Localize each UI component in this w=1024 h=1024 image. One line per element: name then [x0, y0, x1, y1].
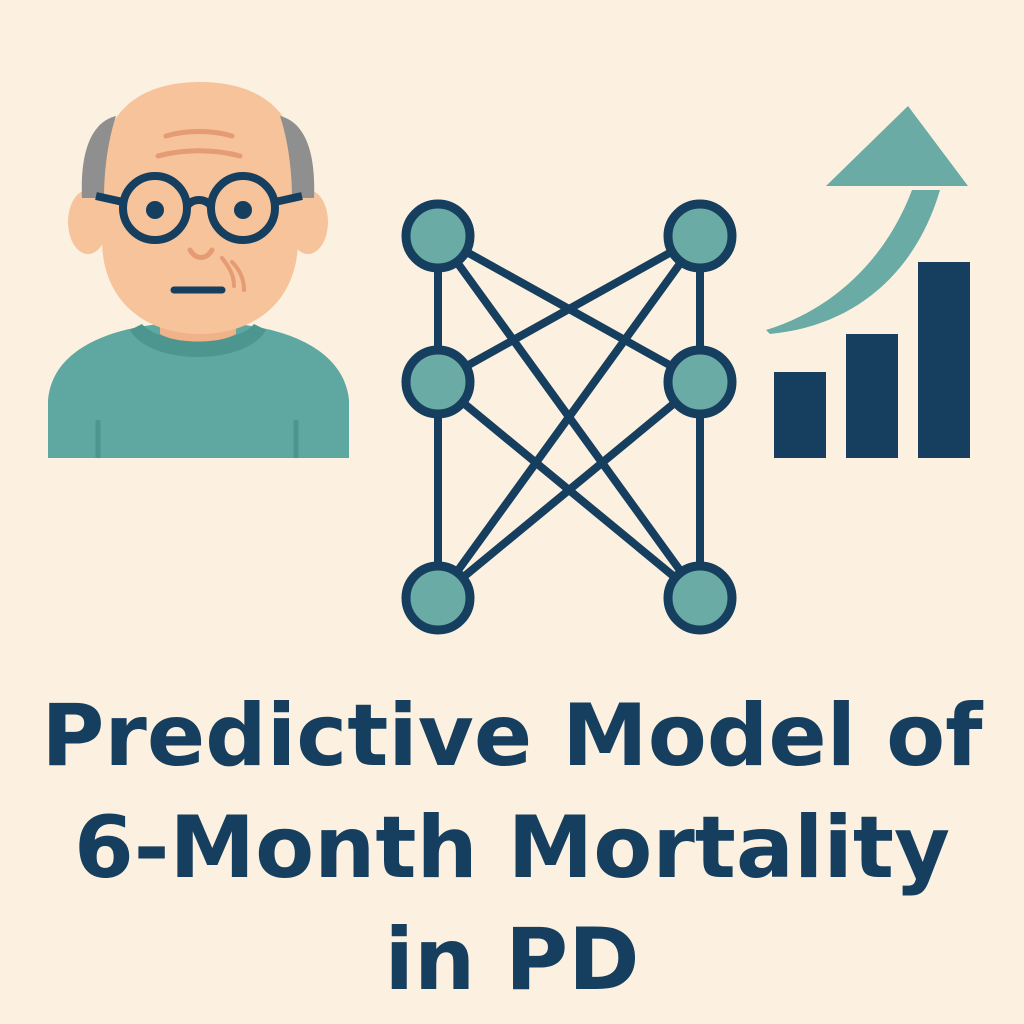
node-right-top	[663, 199, 737, 273]
title-line-3: in PD	[384, 910, 640, 1010]
hair-right	[280, 116, 315, 198]
wrinkle-2	[155, 148, 243, 159]
eye-left	[146, 201, 164, 219]
cheek-line	[230, 260, 246, 292]
ear-left	[68, 190, 108, 254]
title-line-2: 6-Month Mortality	[73, 798, 951, 898]
node-right-middle	[663, 345, 737, 419]
node-left-top	[401, 199, 475, 273]
arrow-head-icon	[826, 106, 968, 186]
rising-bar-chart-icon	[766, 106, 970, 458]
node-right-bottom	[663, 561, 737, 635]
node-left-middle	[401, 345, 475, 419]
bar-small	[774, 372, 826, 458]
illustration-row	[48, 82, 970, 635]
poster-title: Predictive Model of 6-Month Mortality in…	[0, 680, 1024, 1016]
glasses-icon	[95, 172, 303, 244]
eye-right	[234, 201, 252, 219]
elderly-man-icon	[48, 82, 349, 458]
hair-left	[81, 116, 116, 198]
title-line-1: Predictive Model of	[41, 686, 983, 786]
cheek-line-2	[220, 256, 236, 288]
bar-tall	[918, 262, 970, 458]
sweater	[48, 322, 349, 458]
head	[102, 82, 298, 334]
neural-network-icon	[401, 199, 737, 635]
network-edges	[434, 232, 704, 602]
network-nodes	[401, 199, 737, 635]
arrow-shaft	[766, 190, 940, 334]
node-left-bottom	[401, 561, 475, 635]
bar-medium	[846, 334, 898, 458]
wrinkle-1	[163, 129, 235, 139]
nose	[187, 247, 215, 260]
